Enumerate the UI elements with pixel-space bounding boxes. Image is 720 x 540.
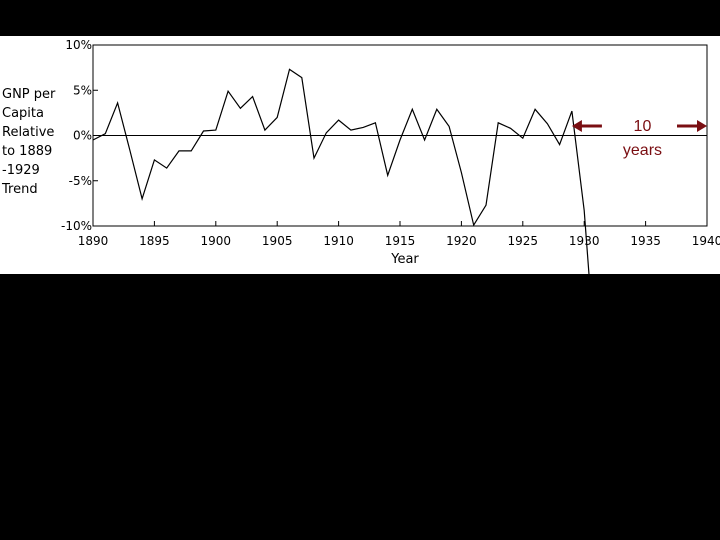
series-line (92, 68, 590, 276)
ten-years-annotation: 10 years (571, 118, 707, 159)
x-tick-label: 1920 (446, 234, 477, 248)
x-tick-label: 1930 (569, 234, 600, 248)
left-arrow-icon (571, 120, 582, 132)
y-tick-label: -10% (61, 219, 92, 233)
x-axis-label: Year (390, 252, 419, 267)
y-tick-label: 5% (73, 83, 92, 97)
x-tick-label: 1915 (385, 234, 416, 248)
series-layer (92, 68, 590, 276)
y-axis-label-line: to 1889 (2, 144, 52, 159)
x-tick-label: 1890 (78, 234, 109, 248)
y-axis-label: GNP per Capita Relative to 1889 -1929 Trend (1, 87, 56, 197)
x-tick-label: 1925 (508, 234, 539, 248)
y-axis-label-line: Relative (2, 125, 54, 140)
y-axis-label-line: -1929 (2, 163, 40, 178)
y-axis: 10% 5% 0% -5% -10% (61, 38, 98, 233)
right-arrow-icon (697, 120, 707, 132)
y-tick-label: 0% (73, 129, 92, 143)
y-axis-label-line: Capita (2, 106, 44, 121)
x-tick-label: 1910 (323, 234, 354, 248)
x-tick-label: 1900 (201, 234, 232, 248)
annotation-label: years (623, 142, 662, 159)
y-axis-label-line: Trend (1, 182, 38, 197)
x-tick-label: 1940 (692, 234, 720, 248)
y-tick-label: 10% (65, 38, 92, 52)
x-tick-label: 1935 (630, 234, 661, 248)
chart-background (0, 36, 720, 274)
y-tick-label: -5% (69, 174, 92, 188)
annotation-label: 10 (634, 118, 652, 135)
x-tick-label: 1895 (139, 234, 170, 248)
x-tick-label: 1905 (262, 234, 293, 248)
x-axis: 1890 1895 1900 1905 1910 1915 1920 1925 1930 1935… (78, 221, 720, 248)
y-axis-label-line: GNP per (2, 87, 56, 102)
